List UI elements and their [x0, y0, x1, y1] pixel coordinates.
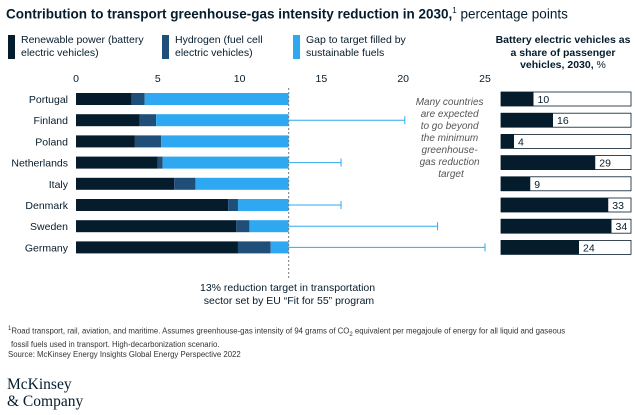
bar-segment [76, 241, 238, 254]
legend-item-renewable-power: Renewable power (battery electric vehicl… [8, 34, 161, 59]
bev-share-title: Battery electric vehicles as a share of … [495, 34, 631, 71]
bar-segment [76, 135, 135, 148]
bar-segment [131, 93, 145, 105]
bar-segment [76, 93, 132, 105]
x-tick-label: 0 [73, 73, 79, 85]
bev-share-bar [501, 240, 579, 255]
target-note: 13% reduction target in transportation s… [200, 282, 378, 307]
x-tick-label: 20 [397, 73, 409, 85]
bev-share-value: 34 [616, 221, 628, 233]
bar-segment [162, 156, 289, 169]
footnote-source: Source: McKinsey Energy Insights Global … [8, 350, 241, 360]
footnote: 1Road transport, rail, aviation, and mar… [8, 324, 628, 360]
bar-segment [195, 177, 289, 190]
x-axis-ticks: 0 5 10 15 20 25 [73, 73, 491, 85]
chart-title: Contribution to transport greenhouse-gas… [6, 6, 568, 22]
category-label: Italy [49, 179, 69, 191]
category-labels: Portugal Finland Poland Netherlands Italy Den… [11, 94, 68, 254]
bar-segment [76, 177, 175, 190]
legend-item-sustainable-fuels: Gap to target filled by sustainable fuel… [293, 34, 431, 59]
legend-item-hydrogen: Hydrogen (fuel cell electric vehicles) [162, 34, 290, 59]
category-label: Netherlands [11, 158, 68, 170]
bev-share-bar [501, 134, 514, 149]
annotation-text: Many countries are expected to go beyond… [416, 97, 487, 180]
logo-line-1: McKinsey [7, 376, 72, 393]
legend-label-hydrogen: Hydrogen (fuel cell electric vehicles) [175, 34, 263, 59]
logo-line-2: & Company [7, 393, 84, 410]
category-label: Poland [35, 136, 68, 148]
bar-segment [237, 199, 289, 211]
legend-swatch-renewable-power [8, 35, 15, 59]
bev-share-value: 33 [612, 200, 624, 212]
bev-share-bar [501, 113, 553, 128]
legend-swatch-hydrogen [162, 35, 169, 59]
bar-segment [139, 114, 157, 127]
bar-segment [228, 199, 238, 211]
bev-share-value: 9 [534, 179, 540, 191]
bar-segment [76, 220, 237, 233]
footnote-line-1: 1Road transport, rail, aviation, and mar… [8, 326, 566, 339]
bev-share-value: 16 [557, 115, 569, 127]
bar-segment [249, 220, 289, 233]
bar-segment [76, 156, 158, 169]
bev-share-bars: 10 16 4 29 9 33 34 24 [500, 91, 632, 255]
footnote-line-2: fossil fuels used in transport. High-dec… [11, 340, 220, 350]
bar-segment [157, 156, 163, 169]
legend-swatch-sustainable-fuels [293, 35, 300, 59]
bar-segment [76, 114, 140, 127]
category-label: Sweden [30, 221, 68, 233]
bar-segment [156, 114, 289, 127]
bar-segment [174, 177, 196, 190]
bev-share-bar [501, 155, 596, 170]
mckinsey-logo: McKinsey & Company [7, 376, 83, 410]
legend-label-renewable-power: Renewable power (battery electric vehicl… [21, 34, 144, 59]
legend-label-sustainable-fuels: Gap to target filled by sustainable fuel… [306, 34, 406, 59]
bar-segment [236, 220, 250, 233]
bar-segment [237, 241, 271, 254]
bev-share-bar [501, 92, 534, 106]
bev-share-value: 29 [599, 158, 611, 170]
bar-segment [76, 199, 229, 211]
beyond-target-markers [288, 116, 486, 252]
bars [76, 93, 289, 254]
x-tick-label: 5 [155, 73, 161, 85]
category-label: Finland [34, 115, 69, 127]
bar-segment [134, 135, 162, 148]
category-label: Denmark [25, 200, 68, 212]
bar-segment [144, 93, 289, 105]
bev-share-value: 10 [538, 94, 550, 106]
x-tick-label: 15 [316, 73, 328, 85]
x-tick-label: 25 [479, 73, 491, 85]
bev-share-bar [501, 176, 531, 191]
bev-share-bar [501, 219, 612, 234]
category-label: Portugal [29, 94, 68, 106]
bar-segment [270, 241, 289, 254]
bev-share-bar [501, 198, 609, 212]
category-label: Germany [25, 242, 69, 254]
bar-segment [161, 135, 289, 148]
bev-share-value: 4 [518, 136, 524, 148]
x-tick-label: 10 [234, 73, 246, 85]
bev-share-value: 24 [583, 242, 595, 254]
